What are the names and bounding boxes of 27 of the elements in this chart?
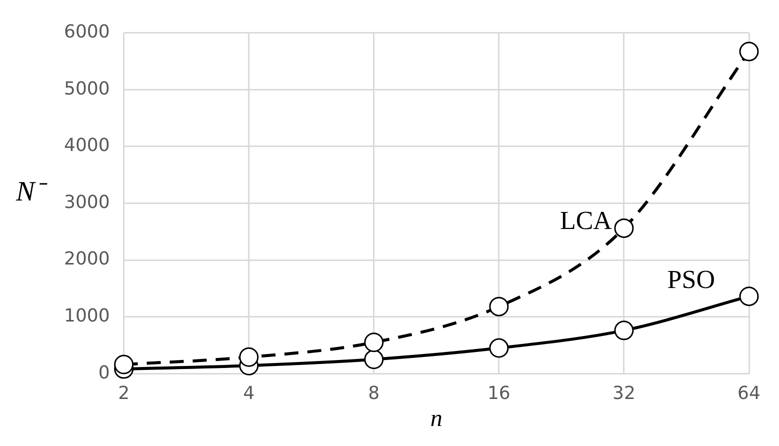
y-tick-label: 1000 (64, 305, 110, 326)
x-tick-label: 8 (368, 383, 380, 404)
point (614, 218, 634, 238)
point (614, 320, 634, 340)
x-tick-label: 64 (738, 383, 760, 404)
y-tick-label: 0 (98, 362, 110, 384)
y-tick-label: 4000 (64, 135, 110, 156)
x-axis-title: n (430, 406, 442, 432)
y-tick-label: 6000 (64, 21, 110, 42)
y-axis-title: N⁻ (15, 176, 48, 208)
point (114, 354, 134, 374)
x-tick-label: 32 (612, 383, 636, 404)
point (364, 350, 384, 370)
x-tick-label: 4 (243, 383, 255, 404)
point (489, 296, 509, 316)
y-tick-label: 5000 (64, 78, 110, 100)
series-label: PSO (667, 265, 715, 294)
y-tick-label: 3000 (64, 192, 110, 213)
point (239, 347, 259, 367)
series-label: LCA (560, 206, 612, 236)
point (739, 42, 759, 62)
y-tick-label: 2000 (64, 248, 110, 270)
point (489, 338, 509, 358)
point (364, 332, 384, 352)
x-tick-label: 16 (487, 383, 510, 404)
x-tick-label: 2 (118, 383, 130, 404)
point (739, 286, 759, 306)
